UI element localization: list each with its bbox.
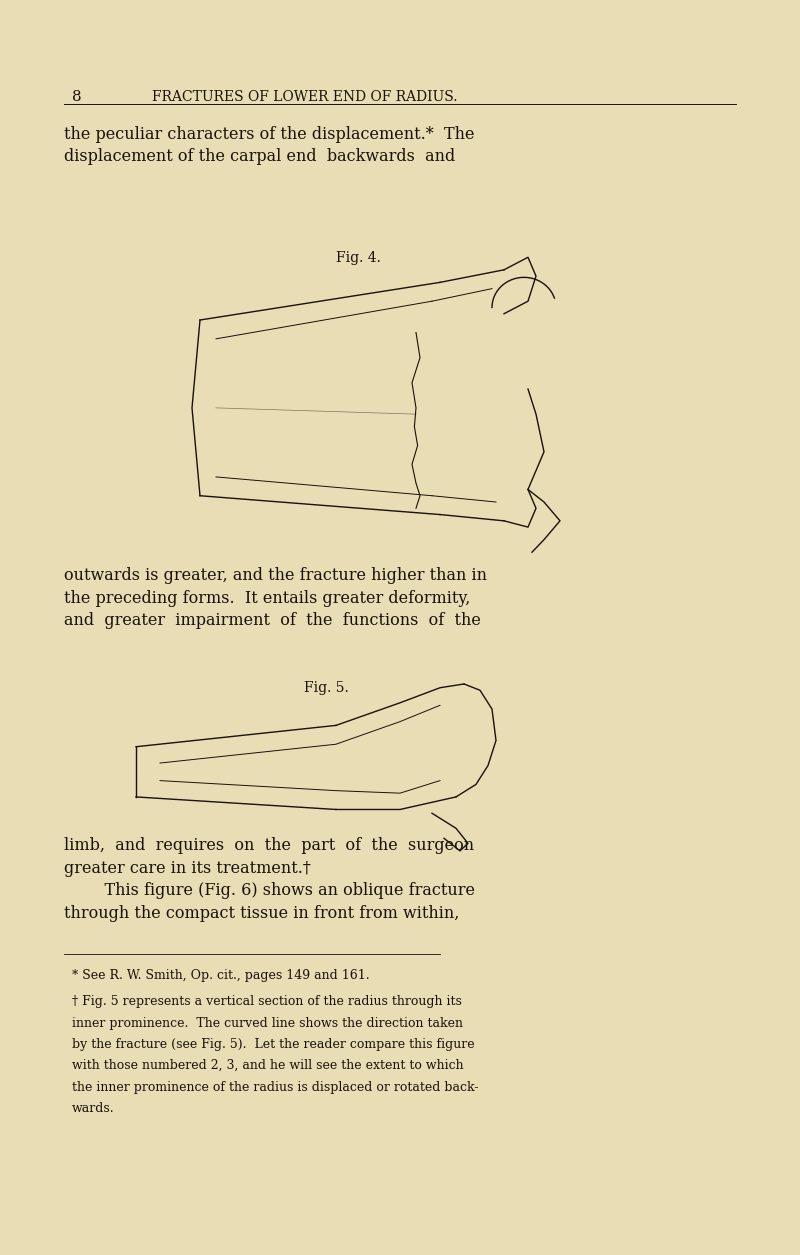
Text: the preceding forms.  It entails greater deformity,: the preceding forms. It entails greater … (64, 590, 470, 607)
Text: and  greater  impairment  of  the  functions  of  the: and greater impairment of the functions … (64, 612, 481, 630)
Text: the peculiar characters of the displacement.*  The: the peculiar characters of the displacem… (64, 126, 474, 143)
Text: displacement of the carpal end  backwards  and: displacement of the carpal end backwards… (64, 148, 455, 166)
Text: † Fig. 5 represents a vertical section of the radius through its: † Fig. 5 represents a vertical section o… (72, 995, 462, 1008)
Text: the inner prominence of the radius is displaced or rotated back-: the inner prominence of the radius is di… (72, 1081, 478, 1093)
Text: outwards is greater, and the fracture higher than in: outwards is greater, and the fracture hi… (64, 567, 487, 585)
Text: wards.: wards. (72, 1102, 114, 1114)
Text: Fig. 5.: Fig. 5. (304, 681, 349, 695)
Text: * See R. W. Smith, Op. cit., pages 149 and 161.: * See R. W. Smith, Op. cit., pages 149 a… (72, 969, 370, 981)
Text: 8: 8 (72, 90, 82, 104)
Text: greater care in its treatment.†: greater care in its treatment.† (64, 860, 311, 877)
Text: by the fracture (see Fig. 5).  Let the reader compare this figure: by the fracture (see Fig. 5). Let the re… (72, 1038, 474, 1050)
Text: through the compact tissue in front from within,: through the compact tissue in front from… (64, 905, 459, 922)
Text: This figure (Fig. 6) shows an oblique fracture: This figure (Fig. 6) shows an oblique fr… (84, 882, 475, 900)
Text: Fig. 4.: Fig. 4. (336, 251, 381, 265)
Text: inner prominence.  The curved line shows the direction taken: inner prominence. The curved line shows … (72, 1017, 463, 1029)
Text: FRACTURES OF LOWER END OF RADIUS.: FRACTURES OF LOWER END OF RADIUS. (152, 90, 458, 104)
Text: with those numbered 2, 3, and he will see the extent to which: with those numbered 2, 3, and he will se… (72, 1059, 464, 1072)
Text: limb,  and  requires  on  the  part  of  the  surgeon: limb, and requires on the part of the su… (64, 837, 474, 855)
